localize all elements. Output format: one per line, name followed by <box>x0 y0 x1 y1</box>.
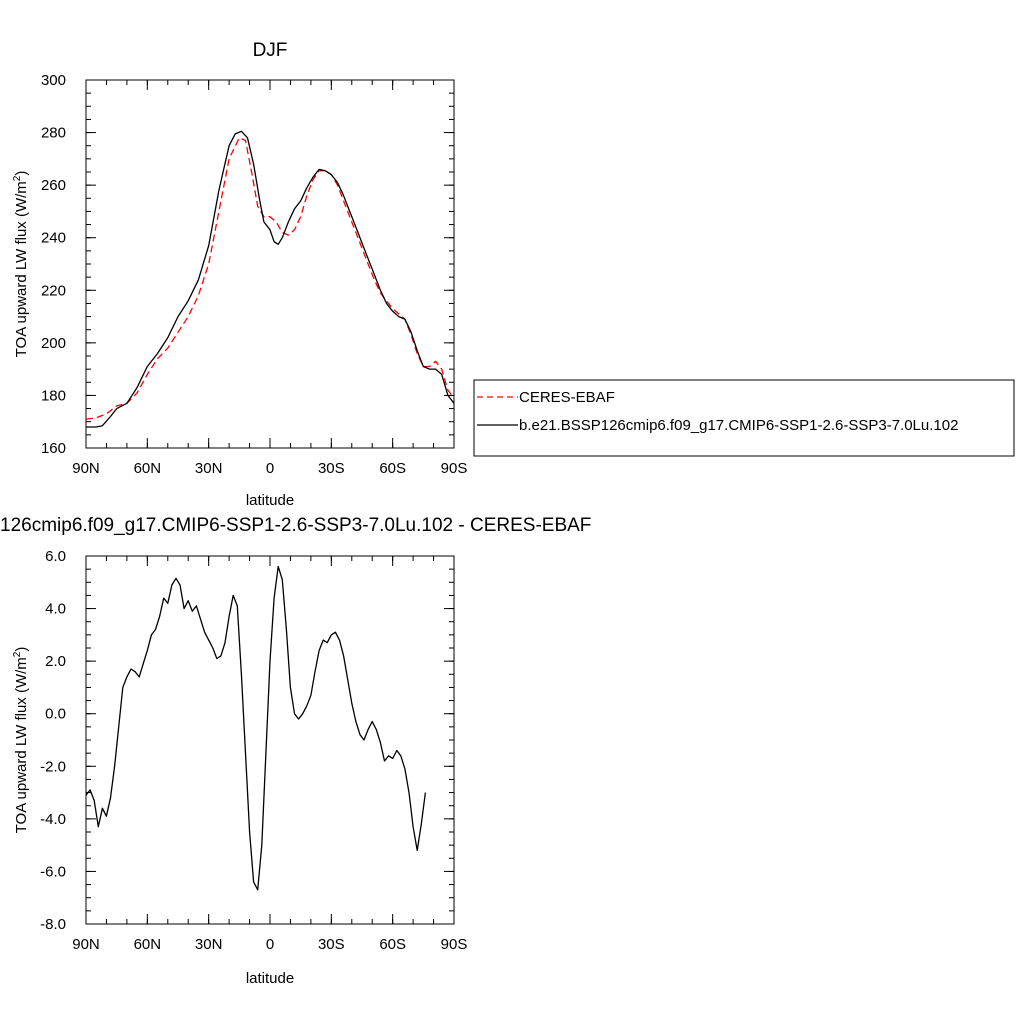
bottom-y-tick-label: 0.0 <box>45 706 66 723</box>
top-x-tick-label: 30N <box>195 460 223 477</box>
bottom-y-tick-label: -4.0 <box>40 811 66 828</box>
top-x-tick-label: 60S <box>379 460 406 477</box>
top-y-tick-label: 240 <box>41 230 66 247</box>
flux-panel: DJF 90N 60N 30N 0 30S 60S 90S 160 180 200 220 240 26… <box>12 40 467 509</box>
top-ylabel: TOA upward LW flux (W/m2) <box>12 171 30 358</box>
top-xlabel: latitude <box>246 492 294 509</box>
bottom-y-tick-label: 4.0 <box>45 601 66 618</box>
top-x-tick-label: 90N <box>72 460 100 477</box>
top-y-tick-label: 180 <box>41 387 66 404</box>
bottom-ylabel: TOA upward LW flux (W/m2) <box>12 647 30 834</box>
bottom-x-tick-label: 90S <box>441 936 468 953</box>
bottom-plot-frame <box>85 555 455 925</box>
top-title: DJF <box>253 40 288 61</box>
top-y-tick-label: 200 <box>41 335 66 352</box>
difference-panel: 126cmip6.f09_g17.CMIP6-SSP1-2.6-SSP3-7.0… <box>0 515 591 987</box>
bottom-x-tick-label: 60S <box>379 936 406 953</box>
bottom-y-tick-label: 2.0 <box>45 653 66 670</box>
top-series-line-0 <box>85 137 455 420</box>
bottom-x-tick-label: 30S <box>318 936 345 953</box>
bottom-y-tick-label: -2.0 <box>40 758 66 775</box>
bottom-y-tick-label: -6.0 <box>40 863 66 880</box>
top-x-tick-label: 60N <box>134 460 162 477</box>
top-plot-frame <box>85 79 455 449</box>
top-y-tick-label: 300 <box>41 72 66 89</box>
top-x-tick-label: 0 <box>266 460 274 477</box>
bottom-x-tick-label: 90N <box>72 936 100 953</box>
bottom-x-tick-label: 30N <box>195 936 223 953</box>
top-series-line-1 <box>86 130 455 428</box>
bottom-title: 126cmip6.f09_g17.CMIP6-SSP1-2.6-SSP3-7.0… <box>0 515 591 536</box>
top-x-tick-label: 90S <box>441 460 468 477</box>
legend-box <box>473 379 1015 457</box>
bottom-x-tick-label: 0 <box>266 936 274 953</box>
bottom-xlabel: latitude <box>246 970 294 987</box>
bottom-y-tick-label: -8.0 <box>40 916 66 933</box>
legend-label-model: b.e21.BSSP126cmip6.f09_g17.CMIP6-SSP1-2.… <box>519 417 958 434</box>
bottom-series-line-0 <box>85 565 427 891</box>
bottom-x-tick-label: 60N <box>134 936 162 953</box>
top-y-tick-label: 280 <box>41 125 66 142</box>
legend: CERES-EBAF b.e21.BSSP126cmip6.f09_g17.CM… <box>473 379 1015 457</box>
top-x-tick-label: 30S <box>318 460 345 477</box>
top-y-tick-label: 220 <box>41 282 66 299</box>
bottom-y-tick-label: 6.0 <box>45 548 66 565</box>
top-y-tick-label: 260 <box>41 177 66 194</box>
legend-label-ceres: CERES-EBAF <box>519 389 615 406</box>
top-y-tick-label: 160 <box>41 440 66 457</box>
